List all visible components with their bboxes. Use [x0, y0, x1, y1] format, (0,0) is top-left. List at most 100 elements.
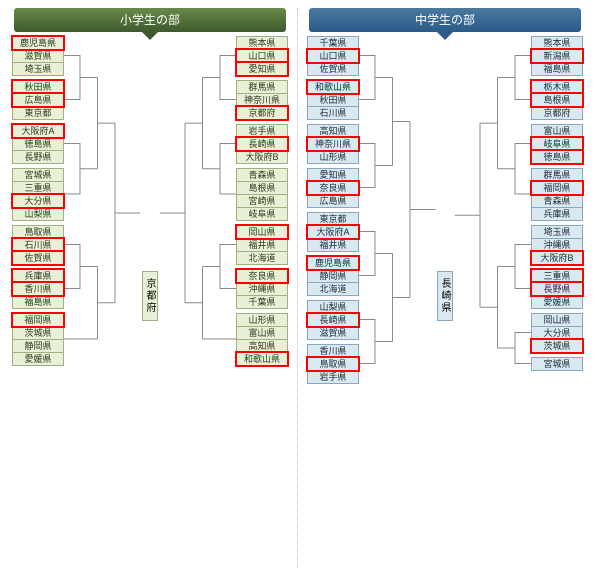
- junior-champion: 長崎県: [437, 271, 453, 321]
- team-cell: 福岡県: [12, 313, 64, 327]
- team-cell: 岩手県: [307, 370, 359, 384]
- divider: [297, 8, 298, 568]
- group: 福岡県茨城県静岡県愛媛県: [12, 313, 64, 366]
- team-cell: 鳥取県: [12, 225, 64, 239]
- team-cell: 北海道: [236, 251, 288, 265]
- team-cell: 茨城県: [531, 339, 583, 353]
- team-cell: 愛媛県: [12, 352, 64, 366]
- team-cell: 岡山県: [236, 225, 288, 239]
- team-cell: 京都府: [531, 106, 583, 120]
- team-cell: 千葉県: [307, 36, 359, 50]
- junior-left-col: 千葉県山口県佐賀県和歌山県秋田県石川県高知県神奈川県山形県愛知県奈良県広島県東京…: [307, 36, 359, 388]
- group: 奈良県沖縄県千葉県: [236, 269, 288, 309]
- group: 埼玉県沖縄県大阪府B: [531, 225, 583, 265]
- team-cell: 栃木県: [531, 80, 583, 94]
- team-cell: 佐賀県: [12, 251, 64, 265]
- team-cell: 神奈川県: [236, 93, 288, 107]
- team-cell: 山梨県: [12, 207, 64, 221]
- team-cell: 大阪府B: [236, 150, 288, 164]
- team-cell: 徳島県: [12, 137, 64, 151]
- team-cell: 岐阜県: [531, 137, 583, 151]
- team-cell: 滋賀県: [12, 49, 64, 63]
- team-cell: 高知県: [236, 339, 288, 353]
- group: 東京都大阪府A福井県: [307, 212, 359, 252]
- group: 宮城県三重県大分県山梨県: [12, 168, 64, 221]
- team-cell: 石川県: [307, 106, 359, 120]
- junior-title: 中学生の部: [309, 8, 581, 32]
- elementary-title: 小学生の部: [14, 8, 286, 32]
- team-cell: 兵庫県: [531, 207, 583, 221]
- group: 山形県富山県高知県和歌山県: [236, 313, 288, 366]
- team-cell: 北海道: [307, 282, 359, 296]
- group: 秋田県広島県東京都: [12, 80, 64, 120]
- group: 岡山県福井県北海道: [236, 225, 288, 265]
- team-cell: 三重県: [12, 181, 64, 195]
- team-cell: 奈良県: [236, 269, 288, 283]
- team-cell: 福井県: [307, 238, 359, 252]
- team-cell: 高知県: [307, 124, 359, 138]
- team-cell: 奈良県: [307, 181, 359, 195]
- team-cell: 福井県: [236, 238, 288, 252]
- group: 香川県鳥取県岩手県: [307, 344, 359, 384]
- team-cell: 和歌山県: [236, 352, 288, 366]
- team-cell: 広島県: [12, 93, 64, 107]
- junior-right-col: 熊本県新潟県福島県栃木県島根県京都府富山県岐阜県徳島県群馬県福岡県青森県兵庫県埼…: [531, 36, 583, 375]
- team-cell: 静岡県: [12, 339, 64, 353]
- team-cell: 山形県: [236, 313, 288, 327]
- group: 熊本県山口県愛知県: [236, 36, 288, 76]
- group: 鹿児島県静岡県北海道: [307, 256, 359, 296]
- group: 群馬県神奈川県京都府: [236, 80, 288, 120]
- group: 岩手県長崎県大阪府B: [236, 124, 288, 164]
- team-cell: 徳島県: [531, 150, 583, 164]
- team-cell: 熊本県: [531, 36, 583, 50]
- team-cell: 佐賀県: [307, 62, 359, 76]
- group: 山梨県長崎県滋賀県: [307, 300, 359, 340]
- team-cell: 岐阜県: [236, 207, 288, 221]
- team-cell: 青森県: [531, 194, 583, 208]
- elementary-arena: 鹿児島県滋賀県埼玉県秋田県広島県東京都大阪府A徳島県長野県宮城県三重県大分県山梨…: [8, 36, 292, 556]
- team-cell: 和歌山県: [307, 80, 359, 94]
- team-cell: 沖縄県: [236, 282, 288, 296]
- team-cell: 群馬県: [531, 168, 583, 182]
- team-cell: 大阪府A: [307, 225, 359, 239]
- group: 大阪府A徳島県長野県: [12, 124, 64, 164]
- elementary-left-col: 鹿児島県滋賀県埼玉県秋田県広島県東京都大阪府A徳島県長野県宮城県三重県大分県山梨…: [12, 36, 64, 370]
- group: 鹿児島県滋賀県埼玉県: [12, 36, 64, 76]
- team-cell: 長野県: [531, 282, 583, 296]
- team-cell: 大分県: [12, 194, 64, 208]
- elementary-champion: 京都府: [142, 271, 158, 321]
- group: 青森県島根県宮崎県岐阜県: [236, 168, 288, 221]
- team-cell: 香川県: [307, 344, 359, 358]
- team-cell: 群馬県: [236, 80, 288, 94]
- team-cell: 富山県: [531, 124, 583, 138]
- group: 愛知県奈良県広島県: [307, 168, 359, 208]
- team-cell: 宮城県: [531, 357, 583, 371]
- group: 鳥取県石川県佐賀県: [12, 225, 64, 265]
- team-cell: 香川県: [12, 282, 64, 296]
- team-cell: 石川県: [12, 238, 64, 252]
- team-cell: 鹿児島県: [307, 256, 359, 270]
- team-cell: 埼玉県: [531, 225, 583, 239]
- group: 兵庫県香川県福島県: [12, 269, 64, 309]
- team-cell: 愛知県: [236, 62, 288, 76]
- team-cell: 宮城県: [12, 168, 64, 182]
- group: 岡山県大分県茨城県: [531, 313, 583, 353]
- team-cell: 長野県: [12, 150, 64, 164]
- team-cell: 長崎県: [236, 137, 288, 151]
- team-cell: 山口県: [307, 49, 359, 63]
- team-cell: 福島県: [531, 62, 583, 76]
- bracket-container: 小学生の部 鹿児島県滋賀県埼玉県秋田県広島県東京都大阪府A徳島県長野県宮城県三重…: [8, 8, 587, 568]
- junior-arena: 千葉県山口県佐賀県和歌山県秋田県石川県高知県神奈川県山形県愛知県奈良県広島県東京…: [303, 36, 587, 556]
- team-cell: 秋田県: [12, 80, 64, 94]
- group: 宮城県: [531, 357, 583, 371]
- team-cell: 秋田県: [307, 93, 359, 107]
- group: 熊本県新潟県福島県: [531, 36, 583, 76]
- team-cell: 島根県: [531, 93, 583, 107]
- team-cell: 長崎県: [307, 313, 359, 327]
- team-cell: 福島県: [12, 295, 64, 309]
- group: 千葉県山口県佐賀県: [307, 36, 359, 76]
- team-cell: 熊本県: [236, 36, 288, 50]
- team-cell: 茨城県: [12, 326, 64, 340]
- team-cell: 沖縄県: [531, 238, 583, 252]
- team-cell: 山口県: [236, 49, 288, 63]
